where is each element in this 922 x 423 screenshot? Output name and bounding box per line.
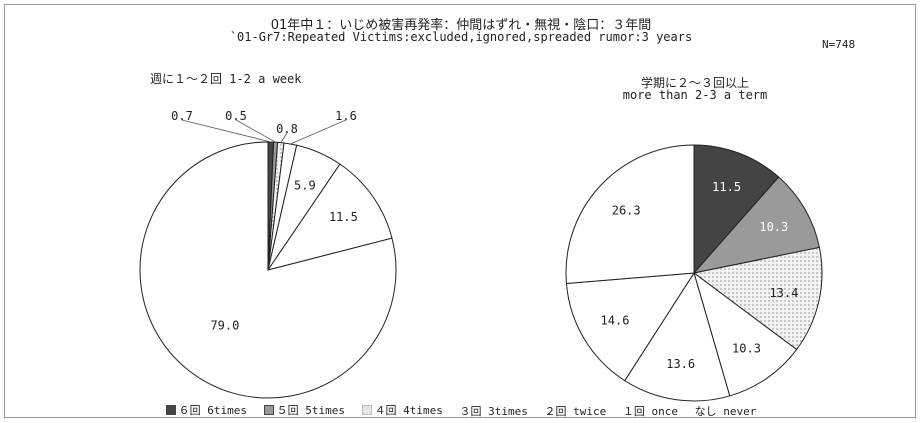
sample-size-label: N=748 <box>822 38 856 51</box>
left-pie-leader-3times <box>290 119 347 145</box>
legend-swatch-4times <box>361 405 372 415</box>
right-pie-slice-6times <box>693 144 780 275</box>
right-pie-chart: 11.5 10.3 13.4 10.3 13.6 14.6 26.3 <box>565 144 823 402</box>
left-pie-label-4times: 0.8 <box>276 122 298 136</box>
legend-swatch-6times <box>165 405 176 415</box>
legend-label-once: １回 once <box>622 405 679 418</box>
chart-title-english: `01-Gr7:Repeated Victims:excluded,ignore… <box>229 30 693 44</box>
right-pie-title: 学期に２～３回以上 <box>640 76 749 90</box>
left-pie-label-never: 79.0 <box>210 319 239 333</box>
legend-label-never: なし never <box>694 405 757 418</box>
left-pie-slice-once <box>266 163 393 271</box>
legend-label-twice: ２回 twice <box>544 405 607 418</box>
legend-item-6times: ６回 6times <box>165 402 247 418</box>
left-pie-label-3times: 1.6 <box>335 109 357 123</box>
right-pie-label-6times: 11.5 <box>712 180 741 194</box>
chart-title-japanese: 01年中１：いじめ被害再発率：仲間はずれ・無視・陰口：３年間 <box>270 18 652 33</box>
right-pie-label-3times: 10.3 <box>732 342 761 356</box>
left-pie-slice-never <box>139 141 397 399</box>
right-pie-slice-twice <box>624 271 731 402</box>
right-pie-label-twice: 13.6 <box>666 357 695 371</box>
legend-label-3times: ３回 3times <box>459 405 528 418</box>
chart-frame <box>4 4 916 418</box>
left-pie-chart: 0.7 0.5 0.8 1.6 5.9 11.5 79.0 <box>139 109 397 399</box>
left-pie-title: 週に１～２回 1-2 a week <box>150 72 302 86</box>
right-pie-label-4times: 13.4 <box>769 286 798 300</box>
legend-item-4times: ４回 4times <box>361 402 443 418</box>
right-pie-slice-4times <box>692 246 823 351</box>
left-pie-label-5times: 0.5 <box>225 109 247 123</box>
right-pie-label-5times: 10.3 <box>759 220 788 234</box>
legend-item-never: なし never <box>695 403 757 419</box>
right-pie-slice-never <box>565 144 695 284</box>
legend-item-once: １回 once <box>623 403 678 419</box>
left-pie-label-twice: 5.9 <box>294 179 316 193</box>
right-pie-slice-3times <box>693 271 798 397</box>
legend-label-6times: ６回 6times <box>178 404 247 417</box>
right-pie-slice-once <box>565 272 695 382</box>
legend-swatch-5times <box>263 405 274 415</box>
legend-item-twice: ２回 twice <box>545 403 607 419</box>
right-pie-subtitle: more than 2-3 a term <box>622 88 768 102</box>
right-pie-label-never: 26.3 <box>612 204 641 218</box>
left-pie-leader-4times <box>280 132 288 143</box>
right-pie-slice-5times <box>692 176 821 274</box>
legend-item-5times: ５回 5times <box>263 402 345 418</box>
left-pie-leader-6times <box>181 119 271 143</box>
legend-item-3times: ３回 3times <box>460 403 528 419</box>
legend: ６回 6times ５回 5times ４回 4times ３回 3times … <box>0 402 922 419</box>
left-pie-label-6times: 0.7 <box>171 109 193 123</box>
right-pie-label-once: 14.6 <box>601 313 630 327</box>
legend-label-5times: ５回 5times <box>276 404 345 417</box>
left-pie-label-once: 11.5 <box>329 210 358 224</box>
legend-label-4times: ４回 4times <box>374 404 443 417</box>
left-pie-leader-5times <box>235 119 276 143</box>
